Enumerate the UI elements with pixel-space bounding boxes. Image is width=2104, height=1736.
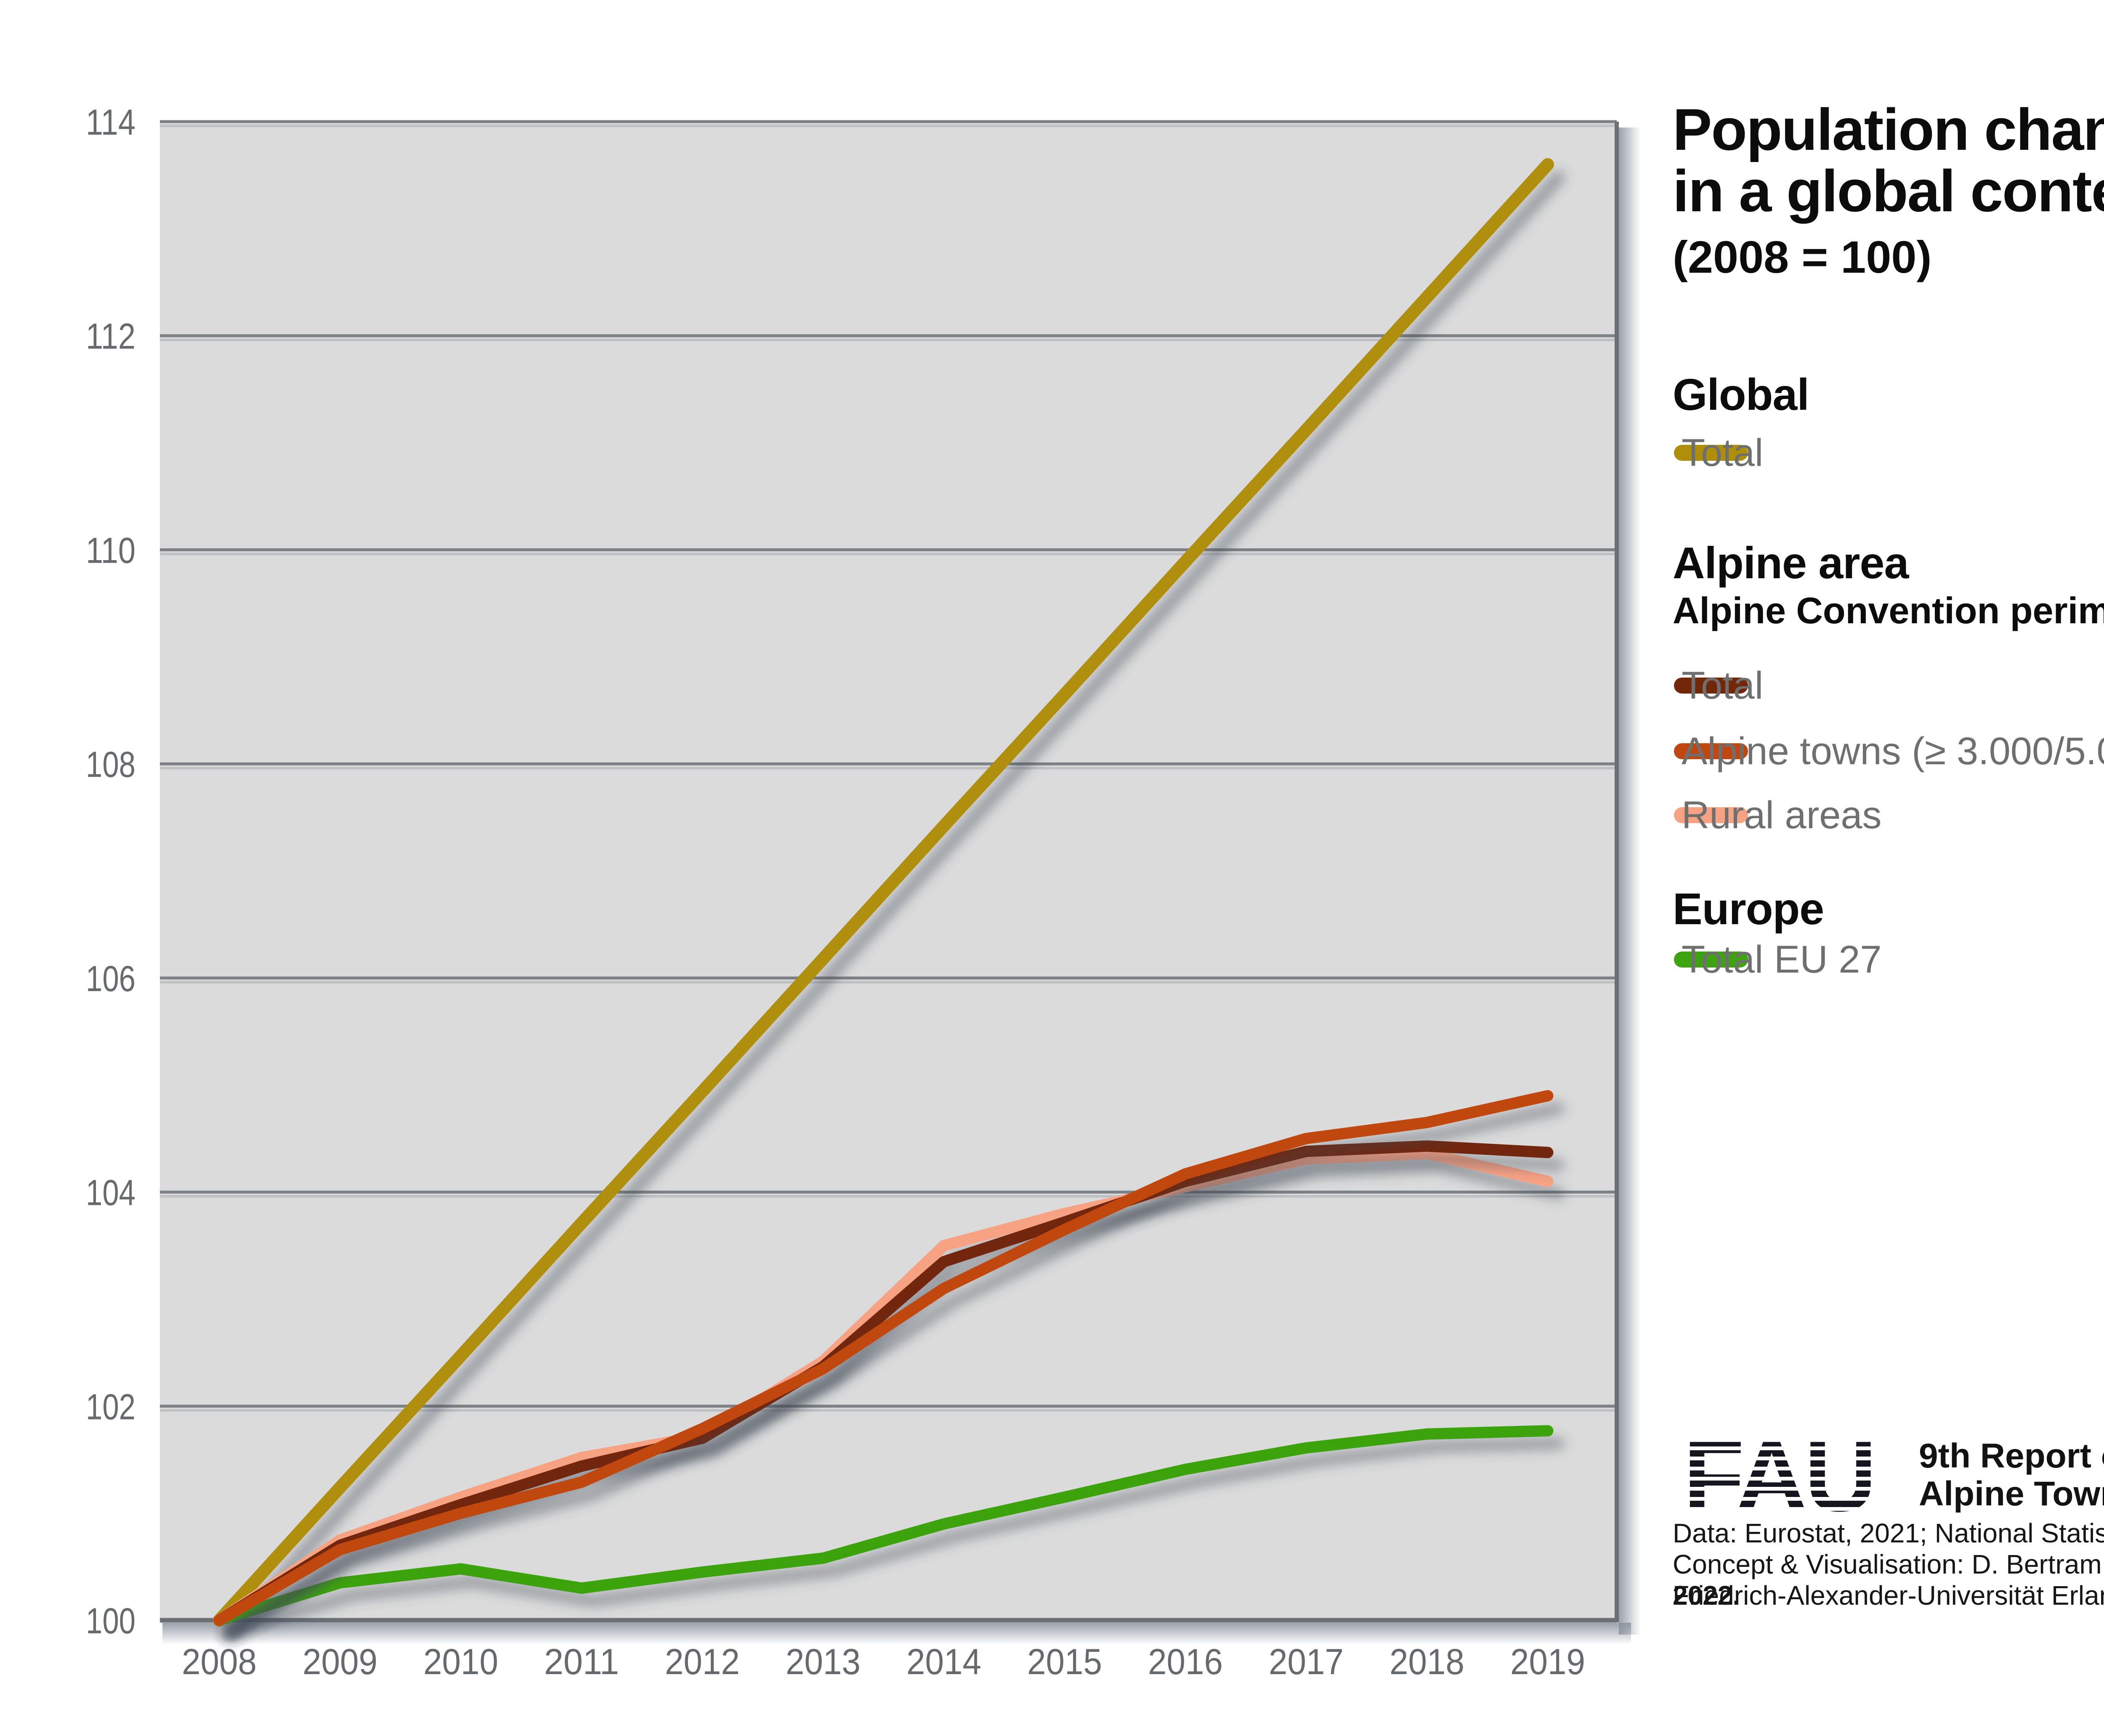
legend-label-alpine-towns: Alpine towns (≥ 3.000/5.000 Inh., RSA 9 … [1682, 729, 2104, 773]
svg-text:2017: 2017 [1269, 1642, 1344, 1682]
svg-text:100: 100 [86, 1601, 135, 1641]
legend-swatch-alpine-total-icon [1674, 678, 1748, 694]
svg-text:110: 110 [86, 530, 135, 571]
svg-text:108: 108 [86, 744, 135, 785]
svg-text:104: 104 [86, 1173, 135, 1213]
legend-label-eu27: Total EU 27 [1682, 938, 1882, 981]
svg-text:2012: 2012 [665, 1642, 740, 1682]
legend-heading-alpine: Alpine area [1673, 538, 1909, 588]
svg-text:2014: 2014 [906, 1642, 981, 1682]
legend-label-alpine-total: Total [1682, 664, 1764, 707]
series-line-2 [213, 1148, 1554, 1626]
credit-line-1: Data: Eurostat, 2021; National Statistic… [1673, 1518, 2104, 1548]
svg-text:2008: 2008 [182, 1642, 257, 1682]
svg-text:2016: 2016 [1148, 1642, 1223, 1682]
page-title: Population change in a global context [1673, 96, 2104, 222]
legend-heading-global: Global [1673, 370, 1809, 420]
fau-logo-text: FAU [1683, 1430, 1873, 1518]
svg-text:2015: 2015 [1027, 1642, 1102, 1682]
svg-text:2010: 2010 [423, 1642, 498, 1682]
title-subtitle: (2008 = 100) [1673, 231, 1932, 282]
svg-text:2019: 2019 [1510, 1642, 1585, 1682]
legend-swatch-rural-areas-icon [1674, 807, 1748, 823]
title-line1: Population change [1673, 96, 2104, 162]
credit-line-3-text: Friedrich-Alexander-Universität Erlangen… [1673, 1580, 2104, 1611]
legend-heading-europe: Europe [1673, 884, 1824, 934]
svg-text:2018: 2018 [1389, 1642, 1464, 1682]
svg-text:102: 102 [86, 1387, 135, 1427]
svg-text:106: 106 [86, 959, 135, 999]
legend-swatch-eu27-icon [1674, 952, 1748, 968]
report-title-line1: 9th Report on the State of the Alps [1919, 1437, 2104, 1475]
report-title-line2: Alpine Towns [1919, 1475, 2104, 1513]
svg-text:2009: 2009 [303, 1642, 377, 1682]
series-line-0 [213, 158, 1554, 1627]
title-line2: in a global context [1673, 158, 2104, 224]
svg-text:2013: 2013 [786, 1642, 861, 1682]
legend-label-global-total: Total [1682, 431, 1764, 474]
fau-logo-icon: FAU [1683, 1430, 1877, 1518]
legend-subheading-alpine: Alpine Convention perimeter [1673, 590, 2104, 631]
series-line-1 [213, 1425, 1554, 1626]
credit-line-2: Concept & Visualisation: D. Bertram, T. … [1673, 1549, 2104, 1579]
svg-text:114: 114 [86, 102, 135, 143]
svg-text:112: 112 [86, 316, 135, 357]
credit-line-3-year: 2022. [1673, 1580, 1740, 1611]
legend-label-rural-areas: Rural areas [1682, 793, 1882, 837]
series-line-3 [213, 1140, 1554, 1626]
svg-text:2011: 2011 [544, 1642, 619, 1682]
series-line-4 [213, 1090, 1554, 1626]
legend-swatch-global-total-icon [1674, 445, 1748, 461]
legend-swatch-alpine-towns-icon [1674, 743, 1748, 759]
